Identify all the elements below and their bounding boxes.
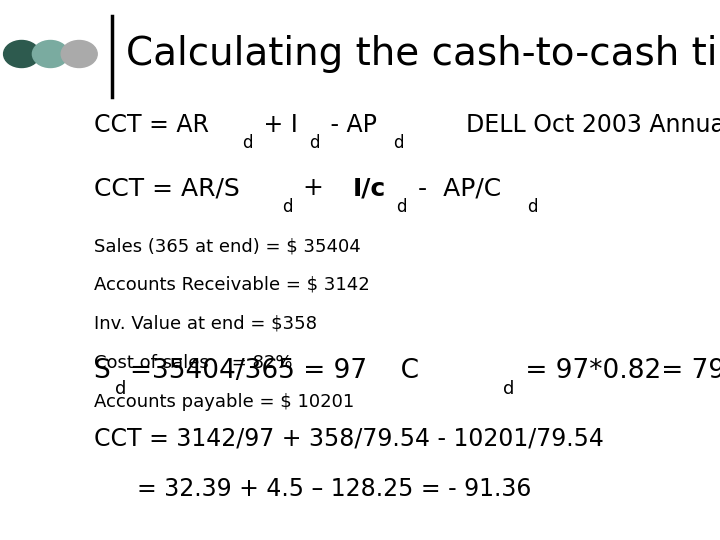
Text: CCT = AR: CCT = AR (94, 113, 209, 137)
Text: d: d (396, 198, 407, 215)
Text: +: + (295, 177, 340, 200)
Text: CCT = AR/S: CCT = AR/S (94, 177, 239, 200)
Text: =35404/365 = 97    C: =35404/365 = 97 C (130, 358, 419, 384)
Text: d: d (115, 380, 127, 398)
Text: CCT = 3142/97 + 358/79.54 - 10201/79.54: CCT = 3142/97 + 358/79.54 - 10201/79.54 (94, 427, 603, 450)
Text: Cost of sales    = 82%: Cost of sales = 82% (94, 354, 292, 372)
Text: Accounts Receivable = $ 3142: Accounts Receivable = $ 3142 (94, 276, 369, 294)
Text: DELL Oct 2003 Annual: DELL Oct 2003 Annual (406, 113, 720, 137)
Text: d: d (282, 198, 292, 215)
Text: Sales (365 at end) = $ 35404: Sales (365 at end) = $ 35404 (94, 237, 360, 255)
Text: - AP: - AP (323, 113, 377, 137)
Text: d: d (503, 380, 514, 398)
Text: Inv. Value at end = $358: Inv. Value at end = $358 (94, 315, 317, 333)
Text: Accounts payable = $ 10201: Accounts payable = $ 10201 (94, 393, 354, 410)
Circle shape (61, 40, 97, 68)
Text: = 97*0.82= 79.54: = 97*0.82= 79.54 (518, 358, 720, 384)
Text: S: S (94, 358, 110, 384)
Text: + I: + I (256, 113, 297, 137)
Text: d: d (310, 134, 320, 152)
Text: d: d (392, 134, 403, 152)
Text: -  AP/C: - AP/C (410, 177, 500, 200)
Text: d: d (527, 198, 538, 215)
Text: I/c: I/c (353, 177, 387, 200)
Text: d: d (242, 134, 253, 152)
Text: = 32.39 + 4.5 – 128.25 = - 91.36: = 32.39 + 4.5 – 128.25 = - 91.36 (137, 477, 531, 501)
Text: Calculating the cash-to-cash time: Calculating the cash-to-cash time (126, 35, 720, 73)
Circle shape (32, 40, 68, 68)
Circle shape (4, 40, 40, 68)
